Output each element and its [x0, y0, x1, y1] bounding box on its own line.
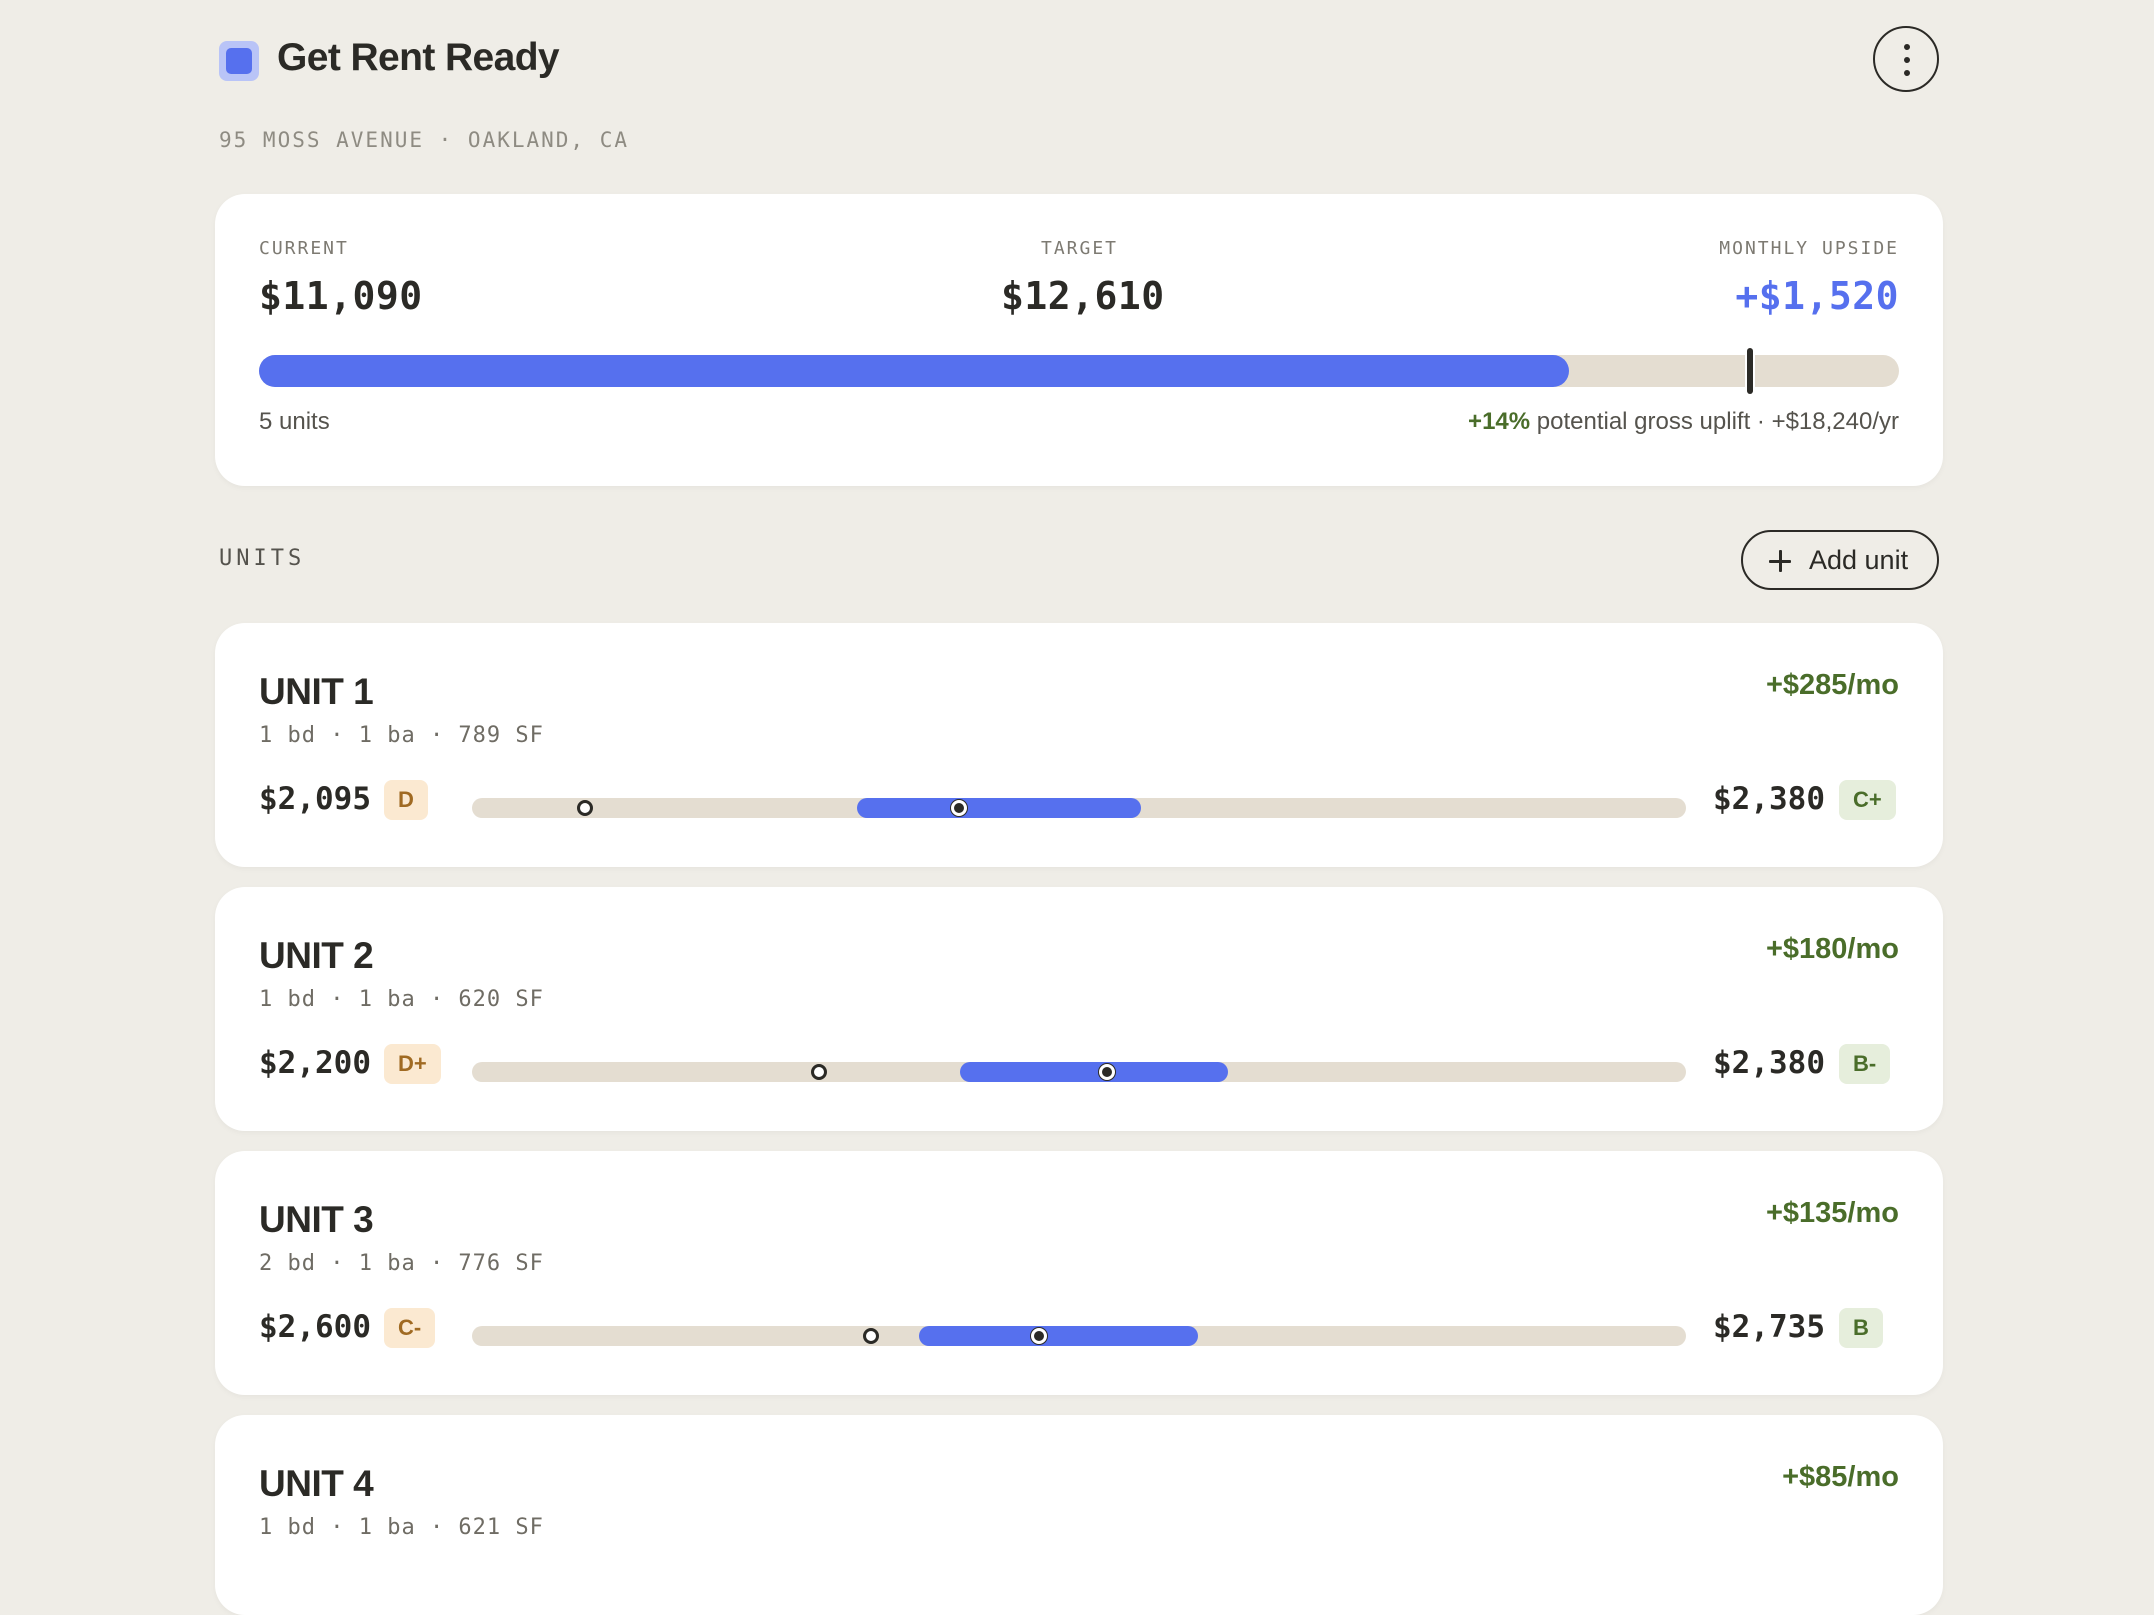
target-rent-marker: [1030, 1328, 1047, 1344]
current-rent-marker: [811, 1064, 828, 1080]
rent-summary-card: CURRENT $11,090 TARGET $12,610 MONTHLY U…: [215, 194, 1943, 486]
current-rent-marker: [576, 800, 593, 816]
monthly-upside-label: MONTHLY UPSIDE: [1719, 238, 1899, 259]
unit-card[interactable]: UNIT 1 1 bd · 1 ba · 789 SF +$285/mo $2,…: [215, 623, 1943, 867]
unit-gain: +$135/mo: [1765, 1197, 1899, 1229]
more-dots-icon-bottom: [1904, 70, 1910, 76]
add-unit-label: Add unit: [1809, 545, 1909, 575]
unit-current-rent: $2,600: [259, 1309, 371, 1345]
more-dots-icon-mid: [1904, 57, 1910, 63]
rent-range-track: [472, 1062, 1686, 1082]
unit-target-rent: $2,380: [1713, 781, 1825, 817]
unit-current-rent: $2,200: [259, 1045, 371, 1081]
target-rent-marker: [950, 800, 967, 816]
add-unit-button[interactable]: Add unit: [1741, 530, 1939, 590]
target-range-band: [856, 798, 1141, 818]
rent-range-track: [472, 1326, 1686, 1346]
unit-card[interactable]: UNIT 4 1 bd · 1 ba · 621 SF +$85/mo: [215, 1415, 1943, 1615]
unit-card[interactable]: UNIT 3 2 bd · 1 ba · 776 SF +$135/mo $2,…: [215, 1151, 1943, 1395]
unit-target-rent: $2,380: [1713, 1045, 1825, 1081]
unit-current-rent: $2,095: [259, 781, 371, 817]
rent-progress-bar: [259, 348, 1899, 394]
current-label: CURRENT: [259, 238, 349, 259]
target-rent-marker: [1098, 1064, 1115, 1080]
target-grade-badge: B: [1839, 1308, 1883, 1348]
unit-name: UNIT 2: [259, 935, 374, 976]
more-dots-icon: [1904, 44, 1910, 50]
app-title: Get Rent Ready: [277, 36, 560, 79]
unit-gain: +$285/mo: [1765, 669, 1899, 701]
target-range-band: [960, 1062, 1229, 1082]
target-marker: [1744, 348, 1755, 394]
units-count: 5 units: [259, 408, 330, 435]
current-rent-marker: [863, 1328, 880, 1344]
current-total: $11,090: [259, 274, 423, 318]
target-grade-badge: B-: [1839, 1044, 1891, 1084]
gross-uplift: +14% potential gross uplift · +$18,240/y…: [1468, 408, 1899, 436]
unit-card[interactable]: UNIT 2 1 bd · 1 ba · 620 SF +$180/mo $2,…: [215, 887, 1943, 1131]
rent-range-track: [472, 798, 1686, 818]
more-menu-button[interactable]: [1873, 26, 1939, 92]
unit-name: UNIT 3: [259, 1199, 374, 1240]
property-address: 95 MOSS AVENUE · OAKLAND, CA: [219, 128, 630, 152]
target-range-band: [918, 1326, 1198, 1346]
monthly-upside-value: +$1,520: [1735, 274, 1899, 318]
app-header: Get Rent Ready: [219, 26, 1939, 96]
unit-gain: +$180/mo: [1765, 933, 1899, 965]
uplift-percent: +14%: [1468, 408, 1531, 435]
current-grade-badge: C-: [384, 1308, 436, 1348]
uplift-text: potential gross uplift · +$18,240/yr: [1530, 408, 1899, 435]
current-grade-badge: D+: [384, 1044, 441, 1084]
units-section-title: UNITS: [219, 546, 306, 571]
unit-meta: 2 bd · 1 ba · 776 SF: [259, 1251, 544, 1276]
unit-name: UNIT 4: [259, 1463, 374, 1504]
current-grade-badge: D: [384, 780, 428, 820]
target-grade-badge: C+: [1839, 780, 1896, 820]
unit-meta: 1 bd · 1 ba · 789 SF: [259, 723, 544, 748]
unit-target-rent: $2,735: [1713, 1309, 1825, 1345]
unit-meta: 1 bd · 1 ba · 620 SF: [259, 987, 544, 1012]
app-logo-icon: [219, 41, 259, 81]
unit-gain: +$85/mo: [1782, 1461, 1899, 1493]
unit-name: UNIT 1: [259, 671, 374, 712]
rent-progress-fill: [259, 355, 1570, 387]
target-label: TARGET: [1041, 238, 1119, 259]
unit-meta: 1 bd · 1 ba · 621 SF: [259, 1515, 544, 1540]
plus-icon: [1769, 550, 1791, 572]
target-total: $12,610: [1001, 274, 1165, 318]
